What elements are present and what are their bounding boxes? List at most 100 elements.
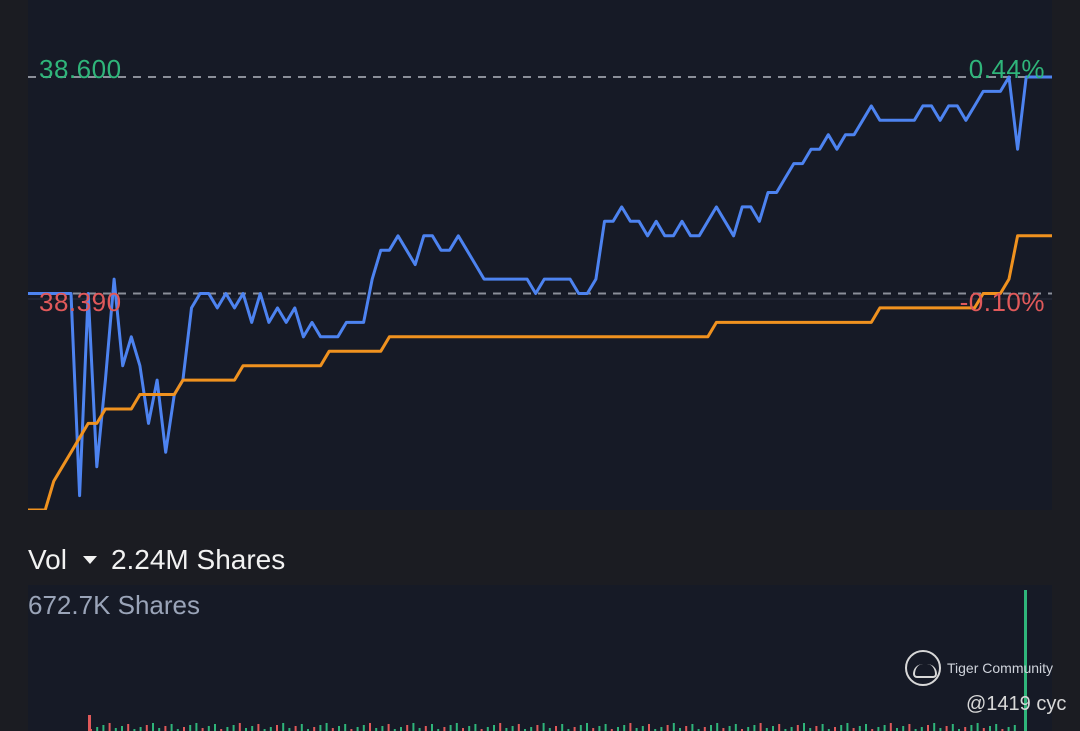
volume-bar	[610, 729, 613, 731]
volume-bar	[902, 726, 905, 731]
volume-bar	[344, 724, 347, 731]
volume-bar	[896, 728, 898, 731]
volume-bar	[685, 726, 688, 731]
volume-bar	[765, 728, 768, 731]
volume-bar	[976, 723, 979, 731]
volume-bar	[858, 726, 861, 731]
volume-bar	[369, 723, 371, 731]
volume-bar	[815, 726, 818, 731]
volume-bar	[96, 727, 99, 731]
volume-bar	[629, 723, 632, 731]
tiger-logo-icon	[905, 650, 941, 686]
volume-bar	[474, 724, 477, 731]
volume-bar	[257, 724, 260, 731]
volume-chart-panel[interactable]	[28, 585, 1052, 731]
average-price-line	[28, 234, 1052, 510]
volume-bar	[183, 727, 185, 731]
volume-bar	[387, 724, 390, 731]
volume-bar	[617, 727, 619, 731]
volume-bar	[195, 723, 198, 731]
volume-bar	[276, 725, 278, 731]
high-change-label: 0.44%	[968, 54, 1045, 84]
volume-bar	[251, 726, 254, 731]
volume-bar	[772, 726, 774, 731]
volume-bar	[660, 727, 663, 731]
volume-bar	[263, 729, 266, 731]
volume-bar	[1001, 729, 1004, 731]
volume-bar	[877, 727, 880, 731]
volume-bar	[412, 723, 415, 731]
volume-bar	[424, 726, 427, 731]
volume-bar	[573, 727, 576, 731]
volume-bar	[269, 727, 272, 731]
volume-bar	[536, 725, 539, 731]
volume-bar	[331, 728, 334, 731]
volume-bar	[567, 729, 570, 731]
volume-bar	[381, 726, 384, 731]
volume-bar	[951, 724, 954, 731]
volume-bar	[703, 727, 706, 731]
volume-bar	[139, 727, 142, 731]
volume-bar	[152, 723, 154, 731]
volume-bar	[635, 728, 638, 731]
volume-bar	[486, 727, 489, 731]
volume-bar	[927, 725, 929, 731]
volume-bar	[728, 726, 731, 731]
volume-bar	[319, 725, 322, 731]
volume-bar	[505, 728, 508, 731]
volume-bar	[840, 725, 843, 731]
volume-bar	[201, 728, 204, 731]
volume-bar	[294, 726, 297, 731]
volume-bar	[586, 723, 588, 731]
volume-bar	[654, 729, 657, 731]
watermark-user: @1419 cyc	[966, 693, 1067, 715]
volume-bar	[362, 725, 365, 731]
volume-bar	[827, 729, 830, 731]
volume-bar	[759, 723, 762, 731]
volume-bar	[821, 724, 824, 731]
volume-bar	[542, 723, 545, 731]
volume-bar	[325, 723, 328, 731]
watermark-brand: Tiger Community	[947, 660, 1054, 676]
volume-bar	[970, 725, 973, 731]
volume-bar	[964, 727, 967, 731]
volume-bar	[517, 724, 520, 731]
volume-bar	[350, 729, 353, 731]
volume-bar	[108, 723, 111, 731]
volume-bar	[939, 728, 942, 731]
volume-bar	[1013, 725, 1016, 731]
volume-bar	[431, 724, 433, 731]
volume-bar	[375, 728, 378, 731]
volume-bar	[232, 725, 235, 731]
volume-chart	[88, 590, 1027, 731]
volume-bar	[530, 727, 533, 731]
price-chart-panel[interactable]	[28, 0, 1052, 510]
volume-bar	[865, 724, 867, 731]
volume-max-label: 672.7K Shares	[28, 590, 201, 620]
indicator-selector-label[interactable]: Vol	[28, 544, 67, 575]
volume-bar	[722, 728, 725, 731]
volume-bar	[338, 726, 340, 731]
price-line	[28, 75, 1052, 498]
volume-bar	[493, 725, 495, 731]
chevron-down-icon[interactable]	[82, 556, 97, 564]
volume-bar	[127, 724, 130, 731]
volume-bar	[133, 729, 136, 731]
volume-bar	[561, 724, 564, 731]
volume-bar	[170, 724, 173, 731]
volume-bar	[803, 723, 805, 731]
volume-bar	[784, 729, 787, 731]
price-chart	[28, 75, 1052, 510]
high-price-label: 38.600	[39, 54, 122, 84]
volume-bar	[598, 726, 601, 731]
volume-bar	[648, 724, 650, 731]
volume-bar	[989, 726, 991, 731]
volume-bar	[524, 729, 526, 731]
volume-bar	[790, 727, 793, 731]
volume-bar	[226, 727, 229, 731]
volume-bar	[958, 729, 960, 731]
volume-bar	[480, 729, 483, 731]
volume-bar	[796, 725, 799, 731]
volume-bar	[102, 725, 105, 731]
volume-bar	[356, 727, 359, 731]
